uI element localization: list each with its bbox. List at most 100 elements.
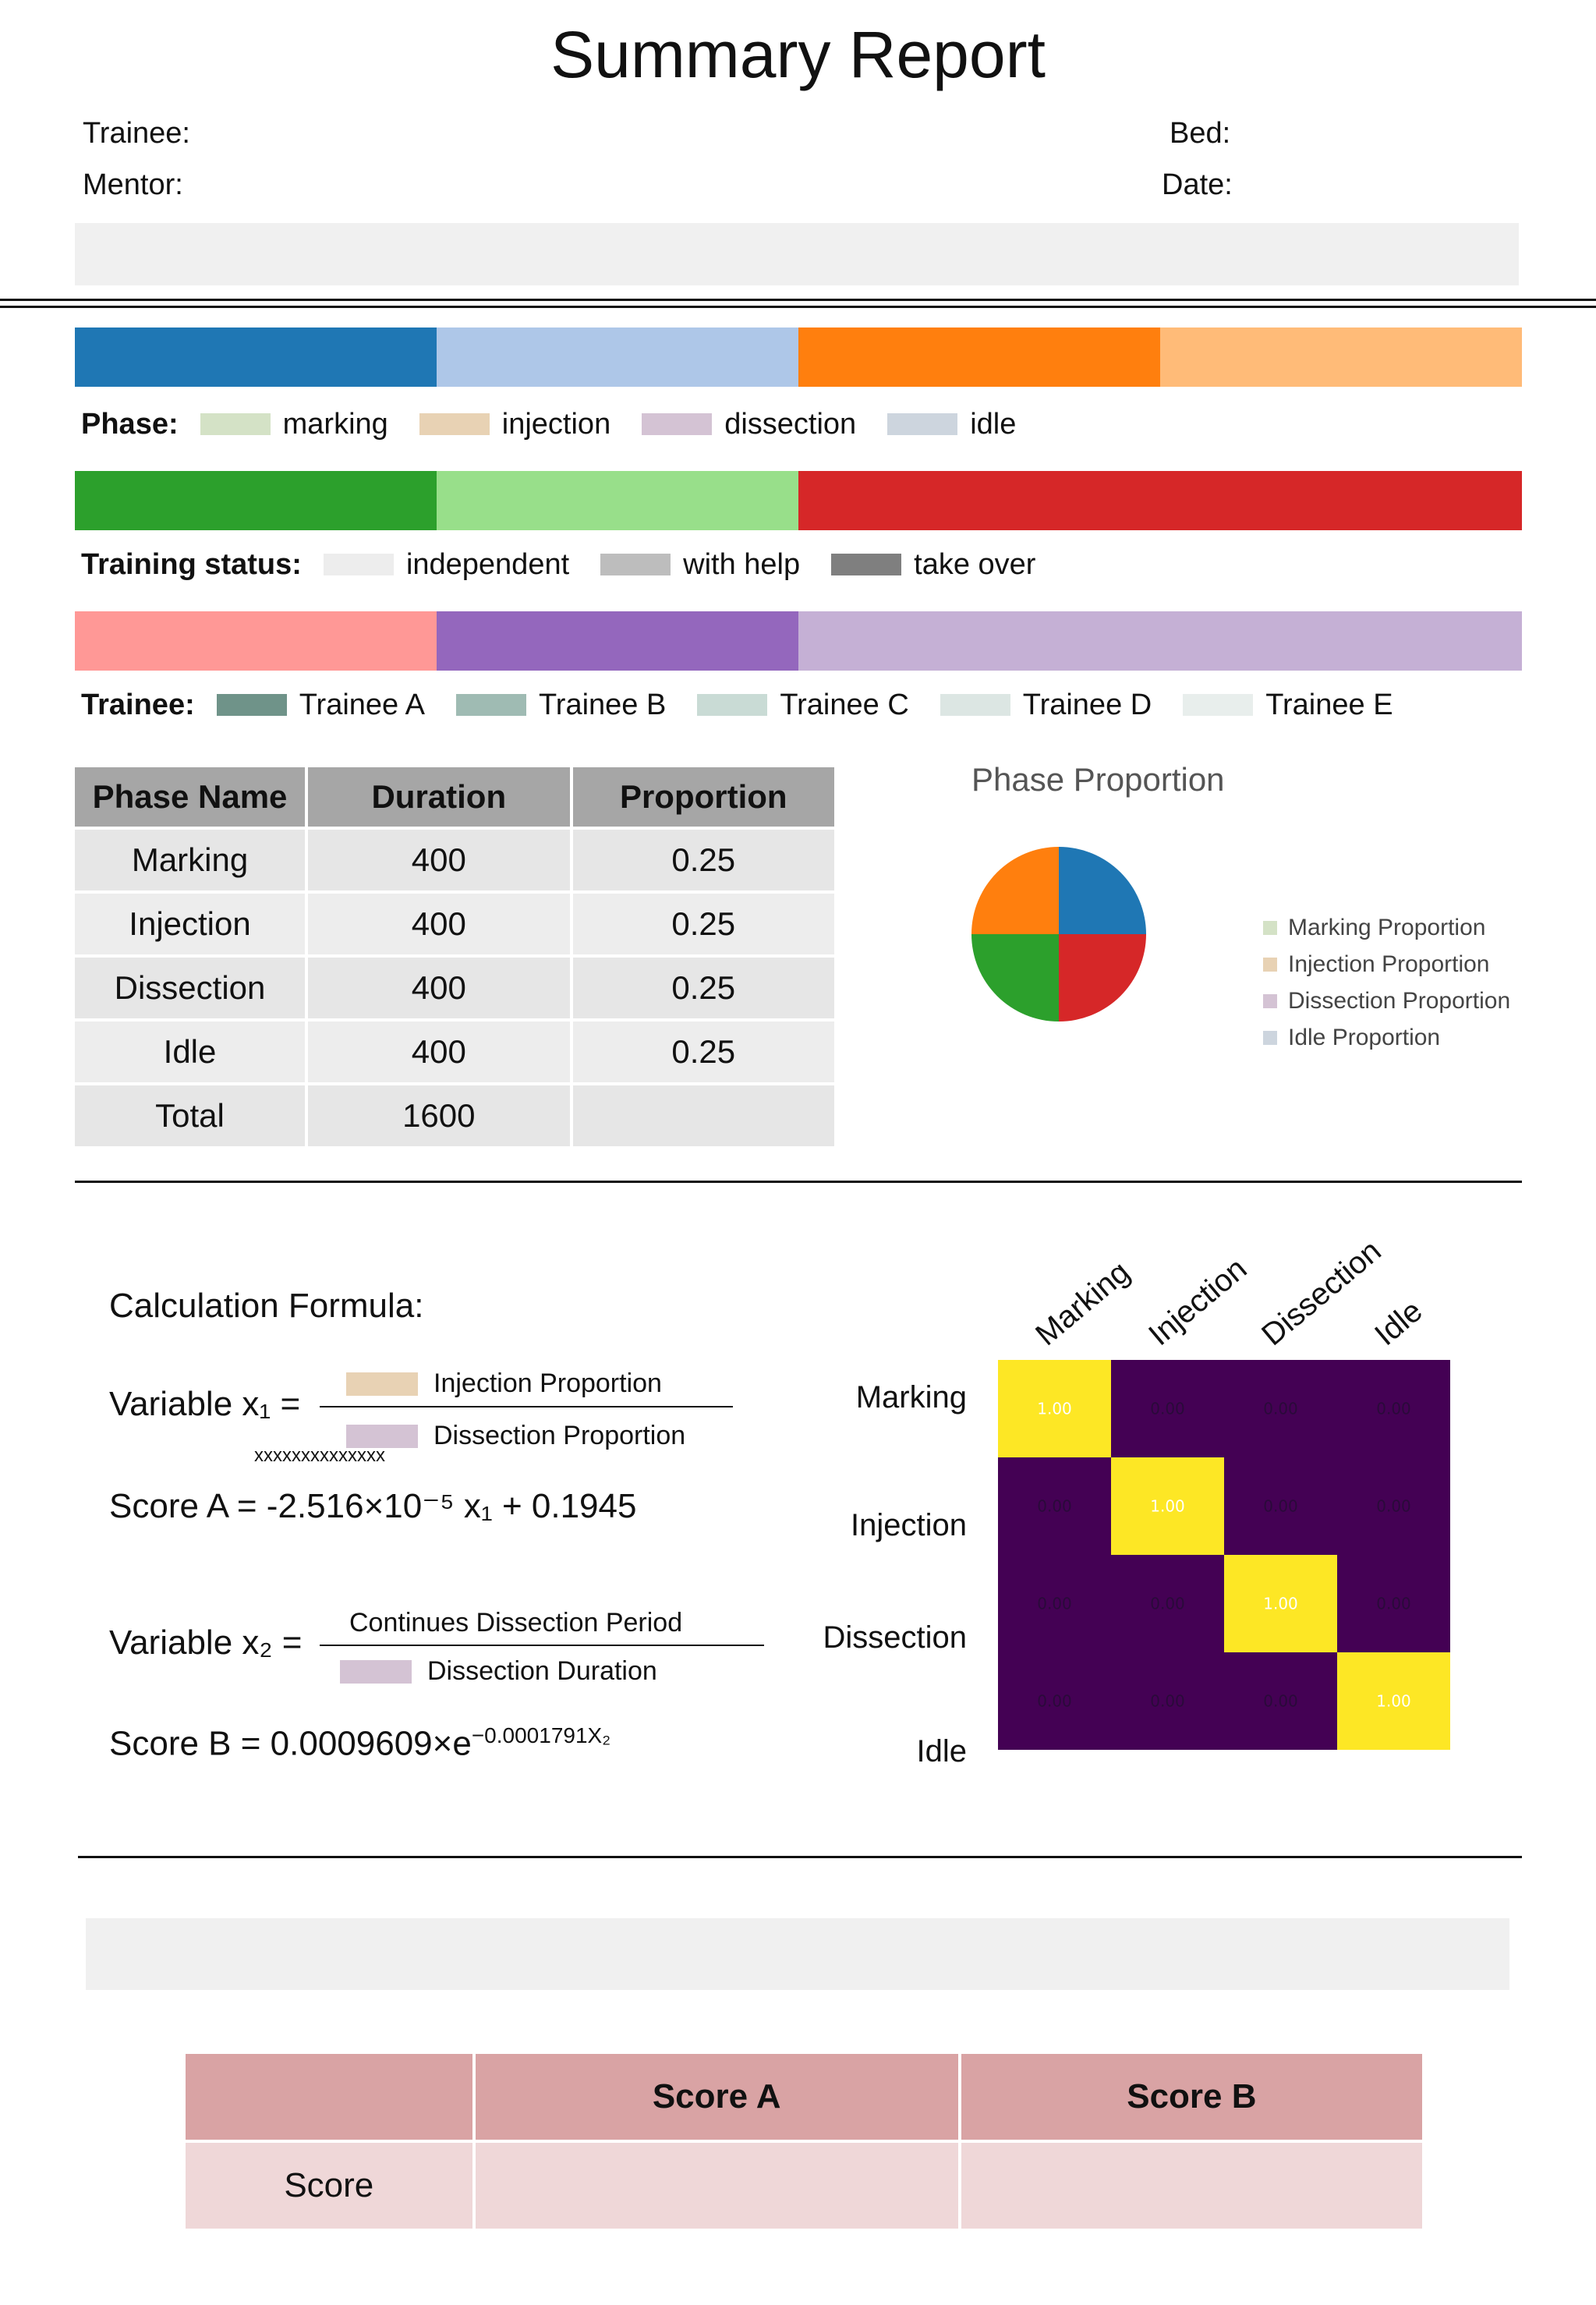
- trainee-legend-swatch: [216, 694, 287, 716]
- phase-legend-label: Phase: [81, 407, 168, 441]
- status-segment: [437, 471, 798, 530]
- heatmap-cell: [1337, 1652, 1450, 1750]
- pie-legend-item: Injection Proportion: [1263, 946, 1510, 983]
- header-proportion: Proportion: [572, 767, 834, 827]
- heatmap-cell: [998, 1457, 1112, 1556]
- heatmap-cell: [1337, 1360, 1450, 1458]
- proportion-cell: 0.25: [572, 894, 834, 954]
- pie-legend-text: Marking Proportion: [1288, 914, 1486, 940]
- heatmap-cell: [998, 1652, 1112, 1750]
- phase-name-cell: Marking: [75, 830, 306, 890]
- pie-legend-swatch: [1263, 993, 1277, 1008]
- section-divider-2: [78, 1856, 1522, 1858]
- variable-x1-numerator: Injection Proportion: [346, 1368, 662, 1399]
- proportion-cell: 0.25: [572, 958, 834, 1018]
- score-b-value: [961, 2143, 1422, 2229]
- score-header-a: Score A: [475, 2054, 958, 2140]
- phase-legend-text: idle: [970, 407, 1017, 441]
- pie-legend-item: Idle Proportion: [1263, 1019, 1510, 1056]
- phase-table-header: Phase Name Duration Proportion: [75, 767, 834, 827]
- phase-legend-swatch: [419, 413, 490, 435]
- score-table: Score A Score B Score: [182, 2051, 1425, 2232]
- phase-legend-item: idle: [887, 408, 1016, 441]
- proportion-cell: 0.25: [572, 830, 834, 890]
- phase-legend-items: marking injection dissection idle: [200, 408, 1048, 441]
- heatmap-row-label: Marking: [855, 1380, 967, 1415]
- status-segment: [798, 471, 1160, 530]
- duration-cell: 400: [308, 958, 570, 1018]
- trainee-legend-text: Trainee E: [1265, 688, 1393, 721]
- heatmap-cell: [1111, 1652, 1225, 1750]
- phase-segment: [1160, 328, 1522, 387]
- status-legend-item: independent: [323, 547, 570, 582]
- mentor-field-label: Mentor:: [83, 168, 183, 201]
- trainee-field-label: Trainee:: [83, 117, 190, 150]
- trainee-legend-text: Trainee C: [780, 688, 909, 721]
- table-row: Marking 400 0.25: [75, 830, 834, 890]
- pie-slice: [971, 847, 1059, 934]
- heatmap-row-label: Idle: [916, 1734, 968, 1769]
- status-legend-item: with help: [600, 548, 800, 582]
- table-row: Idle 400 0.25: [75, 1021, 834, 1082]
- duration-cell: 400: [308, 1021, 570, 1082]
- variable-x2-denominator: Dissection Duration: [340, 1656, 657, 1687]
- status-segment: [75, 471, 437, 530]
- phase-name-cell: Injection: [75, 894, 306, 954]
- status-legend-item: take over: [831, 548, 1035, 582]
- heatmap-cell: [1224, 1555, 1338, 1653]
- heatmap-cell-label: 1.00: [1150, 1497, 1185, 1516]
- phase-legend-text: dissection: [724, 407, 857, 441]
- trainee-legend-item: Trainee D: [940, 689, 1152, 722]
- phase-timeline-bar: [75, 328, 1522, 387]
- heatmap-cell-label: 1.00: [1037, 1400, 1072, 1418]
- heatmap-cell-label: 1.00: [1263, 1595, 1298, 1613]
- heatmap-cell: [1224, 1360, 1338, 1458]
- heatmap-cell: [1224, 1457, 1338, 1556]
- phase-name-cell: Idle: [75, 1021, 306, 1082]
- duration-cell: 400: [308, 894, 570, 954]
- phase-name-cell: Dissection: [75, 958, 306, 1018]
- header-phase-name: Phase Name: [75, 767, 306, 827]
- heatmap-cell: [1337, 1555, 1450, 1653]
- injection-color-swatch: [346, 1372, 418, 1396]
- total-duration-cell: 1600: [308, 1085, 570, 1146]
- heatmap-cell-label: 0.00: [1263, 1497, 1298, 1516]
- bed-field-label: Bed:: [1170, 117, 1231, 150]
- status-legend: Training status: independent with help tak…: [81, 543, 1067, 586]
- pie-slice: [1059, 847, 1146, 934]
- pie-legend-swatch: [1263, 920, 1277, 935]
- duration-cell: 400: [308, 830, 570, 890]
- heatmap-cell: [998, 1360, 1112, 1458]
- status-legend-swatch: [323, 554, 394, 575]
- trainee-legend-swatch: [940, 694, 1010, 716]
- trainee-legend-text: Trainee B: [538, 688, 667, 721]
- trainee-segment: [798, 611, 1160, 671]
- trainee-segment: [437, 611, 798, 671]
- phase-heatmap: 1.00 0.00 0.00 0.00 0.00 1.00 0.00 0.00 0.00 0.00…: [998, 1360, 1450, 1750]
- score-b-exponent: −0.0001791X₂: [471, 1723, 611, 1747]
- trainee-legend-item: Trainee E: [1183, 689, 1393, 722]
- phase-legend-item: dissection: [642, 408, 856, 441]
- trainee-legend-text: Trainee D: [1022, 688, 1152, 721]
- phase-legend-text: marking: [282, 407, 388, 441]
- heatmap-column-label: Dissection: [1255, 1233, 1388, 1353]
- status-legend-text: independent: [405, 547, 570, 581]
- heatmap-cell: [1224, 1652, 1338, 1750]
- heatmap-cell-label: 0.00: [1263, 1400, 1298, 1418]
- heatmap-cell: [998, 1555, 1112, 1653]
- trainee-legend-text: Trainee A: [299, 688, 425, 721]
- heatmap-row-label: Injection: [851, 1508, 967, 1542]
- pie-slice: [1059, 934, 1146, 1021]
- heatmap-cell-label: 0.00: [1150, 1595, 1185, 1613]
- score-table-header: Score A Score B: [186, 2054, 1422, 2140]
- score-a-value: [475, 2143, 958, 2229]
- phase-legend-swatch: [200, 413, 271, 435]
- phase-segment: [798, 328, 1160, 387]
- pie-legend-text: Dissection Proportion: [1288, 987, 1511, 1014]
- date-field-label: Date:: [1162, 168, 1233, 201]
- table-row: Dissection 400 0.25: [75, 958, 834, 1018]
- variable-x2-lhs: Variable x₂ =: [109, 1623, 303, 1662]
- variable-x1-fraction-line: [320, 1406, 733, 1407]
- variable-x1-denominator: Dissection Proportion: [346, 1421, 685, 1451]
- header-info-box: [75, 223, 1519, 285]
